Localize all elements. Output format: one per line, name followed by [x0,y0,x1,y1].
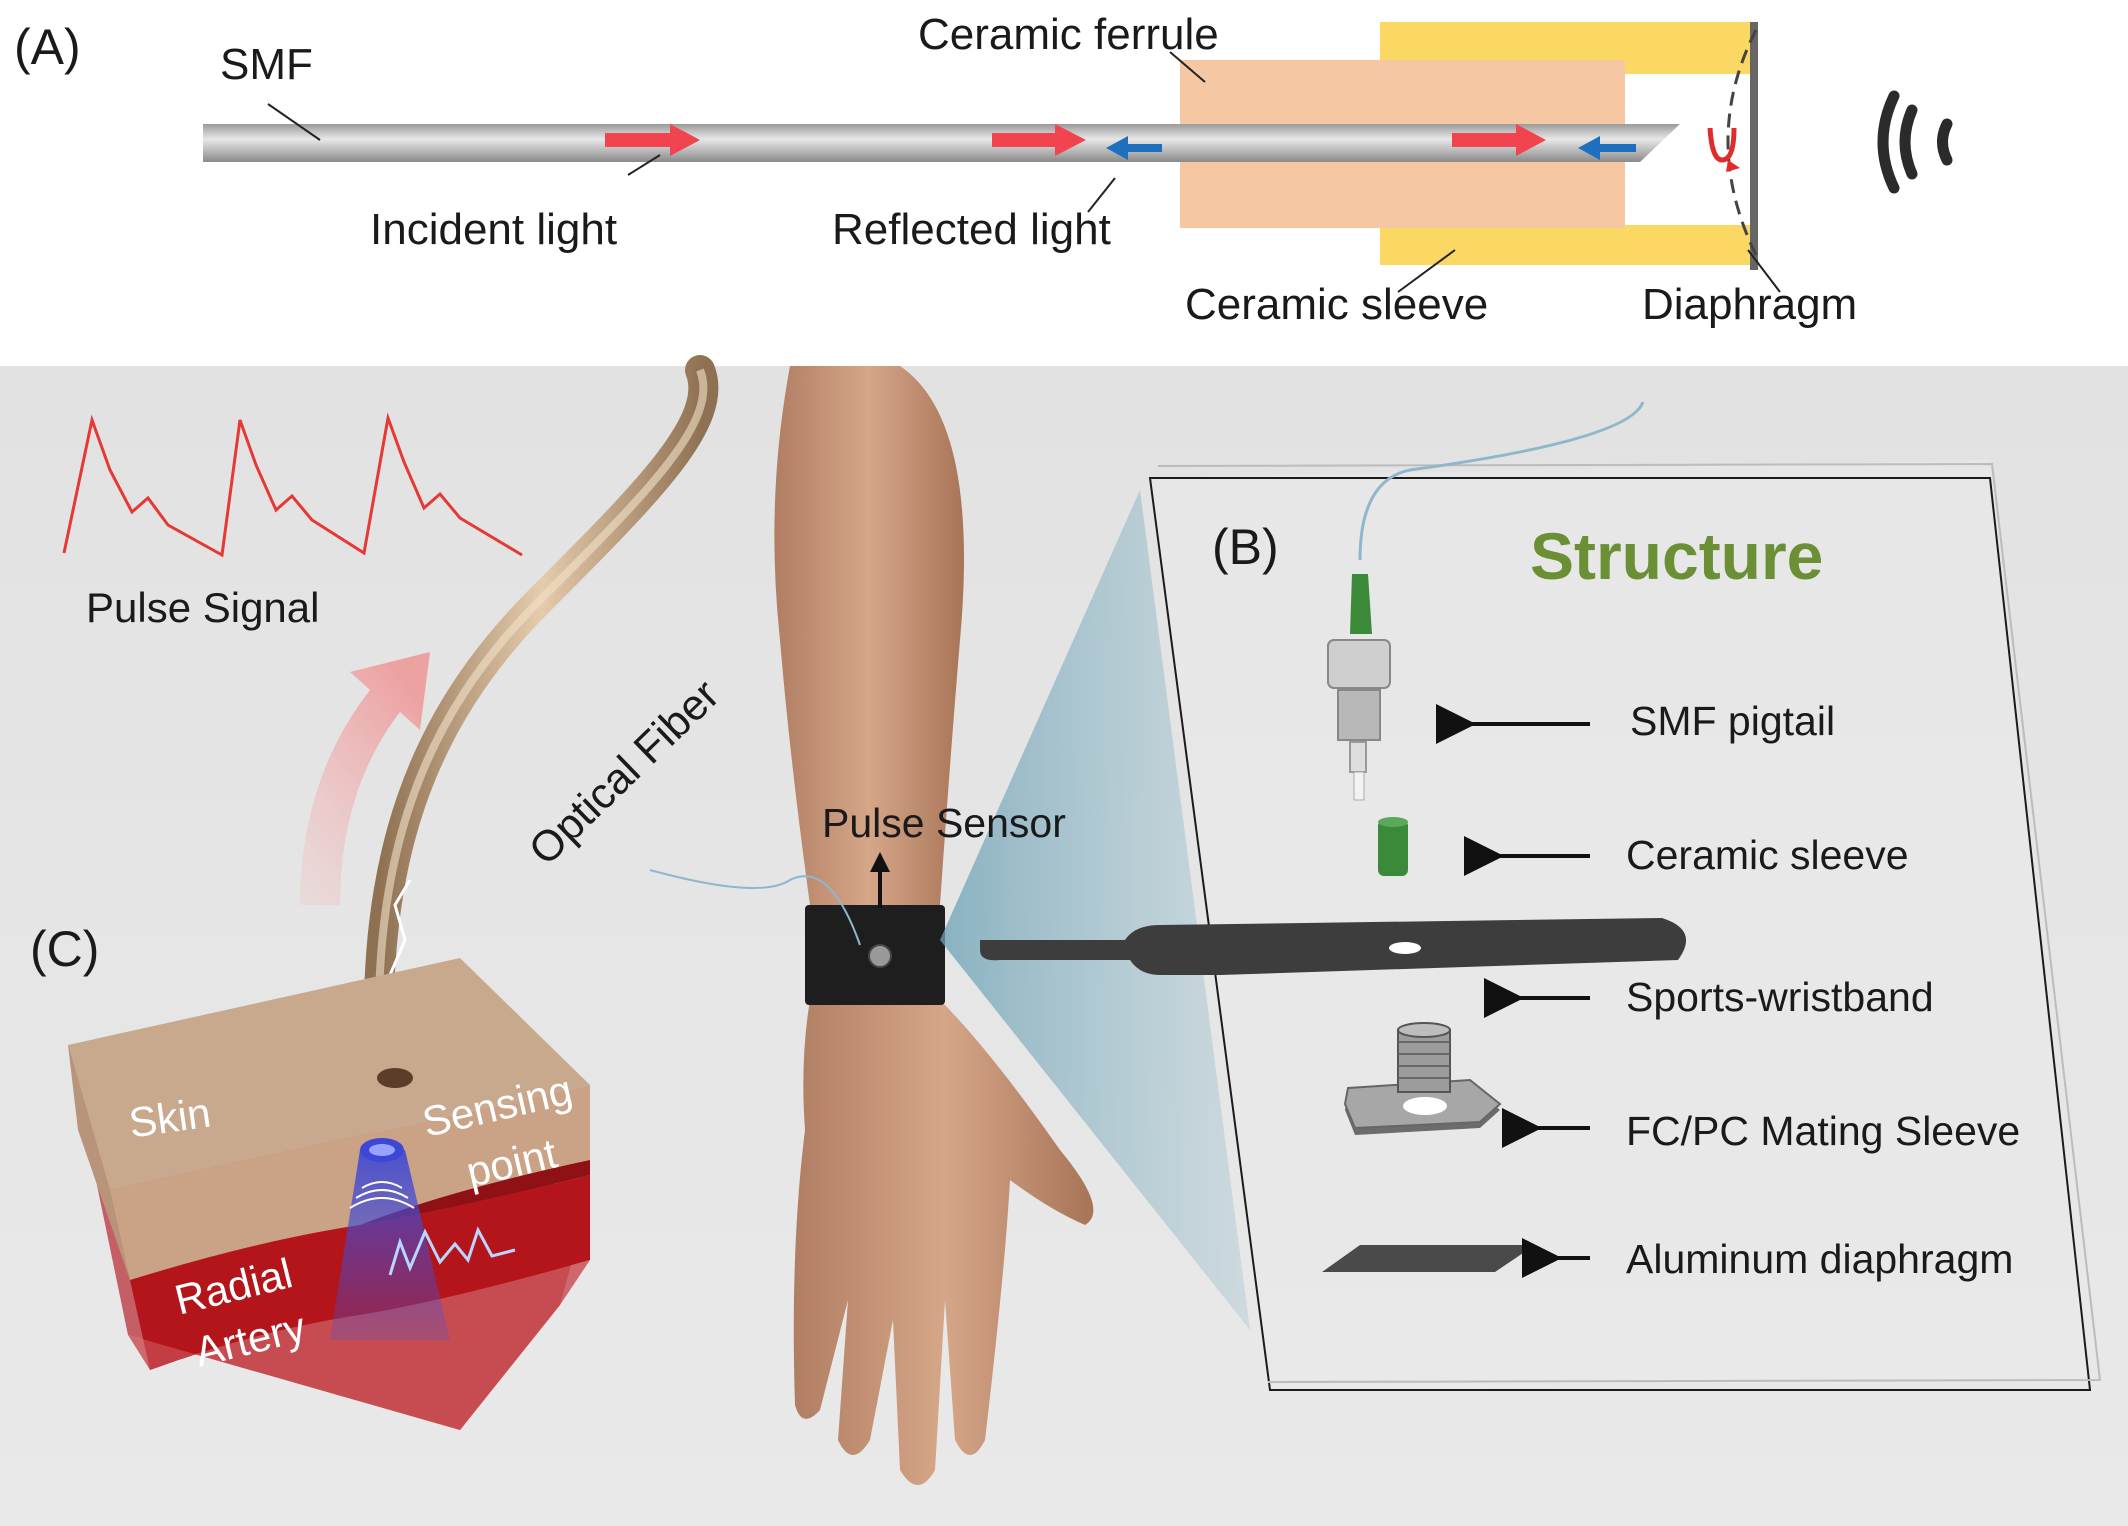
panel-c-tag: (C) [30,921,100,977]
panel-b-tag: (B) [1212,519,1279,575]
diaphragm-icon [1322,1245,1535,1272]
panel-a-tag: (A) [14,19,81,75]
wristband-icon [980,918,1687,975]
panel-a [203,22,1953,293]
forearm [774,366,964,905]
item-aluminum-diaphragm: Aluminum diaphragm [1626,1236,2014,1282]
structure-title: Structure [1530,519,1824,593]
incident-arrows [605,124,1546,156]
item-fcpc-mating-sleeve: FC/PC Mating Sleeve [1626,1108,2021,1154]
item-smf-pigtail: SMF pigtail [1630,698,1836,744]
sound-wave-icon [1877,90,1953,194]
mating-sleeve-icon [1343,1022,1502,1135]
smf-pigtail-icon [1327,401,1645,801]
pulse-signal-label: Pulse Signal [86,584,320,631]
item-arrows [1436,704,1590,1278]
hand [793,1000,1094,1485]
ceramic-sleeve-icon [1378,817,1408,876]
smf-label: SMF [220,40,313,89]
leader-lines-a [267,51,1781,293]
reflected-light-label: Reflected light [832,205,1111,254]
reflected-arrows [1106,136,1636,160]
item-ceramic-sleeve: Ceramic sleeve [1626,832,1909,878]
diaphragm-label: Diaphragm [1642,280,1858,329]
ceramic-ferrule-label: Ceramic ferrule [918,10,1219,59]
projection-beam [940,490,1250,1330]
tissue-block [68,958,590,1430]
ceramic-sleeve-label: Ceramic sleeve [1185,280,1489,329]
signal-up-arrow [300,652,430,905]
artery-pulse-trace [388,1226,516,1276]
panel-b [980,401,2102,1391]
reflection-curl-icon [1707,127,1737,163]
sensing-wave-icon [349,1181,415,1209]
smf-fiber [203,124,1680,162]
diaphragm-plate [1750,22,1758,270]
ceramic-sleeve-bottom [1380,225,1755,265]
sensing-cone [330,1150,450,1340]
diaphragm-deflection [1726,29,1758,256]
incident-light-label: Incident light [370,205,618,254]
item-sports-wristband: Sports-wristband [1626,974,1934,1020]
pulse-sensor-label: Pulse Sensor [822,800,1066,846]
pulse-waveform [62,412,523,558]
arm-illustration [649,366,1094,1485]
sensor-node [868,944,892,968]
